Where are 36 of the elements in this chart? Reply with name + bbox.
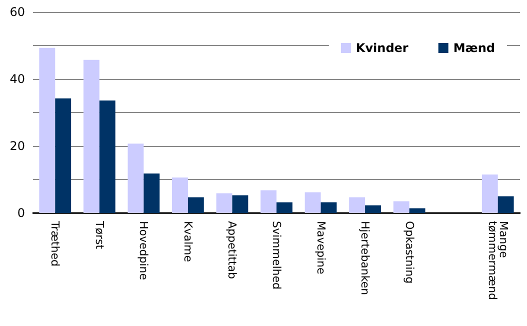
bar	[260, 190, 276, 213]
bar	[188, 197, 204, 213]
x-tick-label: Træthed	[48, 220, 62, 266]
x-tick-label: Mange tømmermænd	[486, 221, 510, 300]
x-tick-label: Mavepine	[314, 221, 328, 275]
x-tick-label: Opkastning	[402, 221, 416, 284]
bar	[55, 98, 72, 213]
x-tick-label: Kvalme	[181, 221, 194, 262]
bar	[304, 192, 321, 213]
x-tick-label: Tørst	[92, 220, 106, 250]
y-tick-label: 60	[10, 5, 25, 19]
bar	[172, 177, 188, 213]
bar	[482, 174, 498, 213]
bar	[365, 205, 381, 213]
y-tick-label: 0	[17, 206, 25, 220]
bar	[83, 60, 100, 213]
bar	[39, 48, 56, 213]
x-tick-label: Hjertebanken	[358, 221, 372, 296]
bar	[409, 208, 426, 213]
bar	[216, 193, 232, 213]
y-tick-label: 40	[10, 72, 25, 86]
legend-label: Mænd	[453, 41, 496, 55]
bar	[276, 202, 292, 213]
y-tick-label: 20	[10, 139, 25, 153]
bar	[144, 173, 160, 213]
legend-label: Kvinder	[356, 41, 408, 55]
bar	[232, 195, 248, 213]
x-tick-label: Appetittab	[226, 221, 239, 279]
bar	[498, 196, 514, 213]
x-tick-label: Svimmelhed	[270, 221, 283, 290]
bar	[99, 100, 116, 213]
x-tick-label: Hovedpine	[137, 221, 150, 280]
bar	[320, 202, 337, 213]
bar	[128, 144, 144, 213]
bar	[349, 197, 366, 213]
bar	[393, 201, 410, 213]
